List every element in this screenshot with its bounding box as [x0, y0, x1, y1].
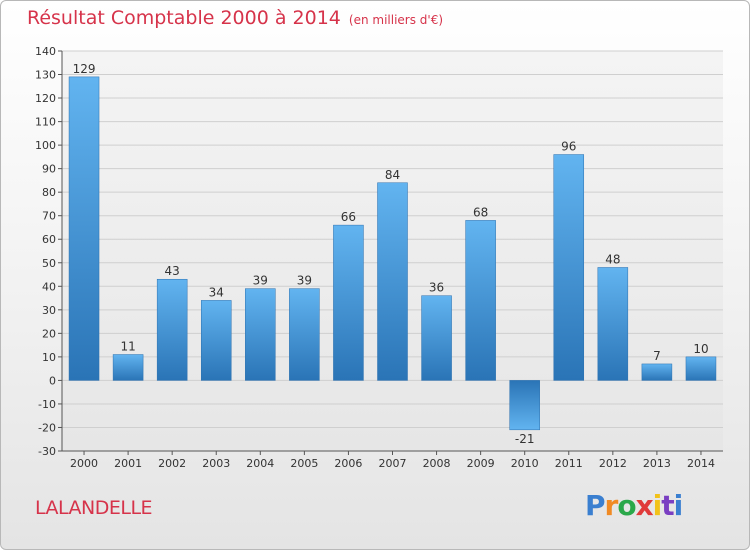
y-tick-label: 30	[42, 304, 56, 317]
bar-2005	[289, 288, 320, 381]
x-tick-label: 2013	[643, 457, 671, 470]
bar-2007	[377, 182, 408, 381]
value-label-2003: 34	[209, 285, 224, 299]
bar-2004	[245, 288, 276, 381]
bar-2012	[597, 267, 629, 381]
value-label-2012: 48	[605, 252, 620, 266]
y-tick-label: 70	[42, 210, 56, 223]
x-tick-label: 2004	[246, 457, 274, 470]
y-tick-label: 0	[49, 374, 56, 387]
x-tick-label: 2007	[379, 457, 407, 470]
proxiti-logo: Proxiti	[585, 489, 684, 522]
y-tick-label: 60	[42, 233, 56, 246]
value-label-2000: 129	[73, 62, 96, 76]
bar-2009	[465, 220, 496, 381]
value-label-2005: 39	[297, 274, 312, 288]
bar-2010	[509, 380, 540, 431]
chart-unit: (en milliers d'€)	[348, 13, 444, 27]
value-label-2013: 7	[653, 349, 661, 363]
bar-2003	[200, 300, 232, 381]
value-label-2011: 96	[561, 140, 576, 154]
value-label-2007: 84	[385, 168, 400, 182]
y-tick-label: 130	[35, 69, 56, 82]
chart-title-text: Résultat Comptable 2000 à 2014	[27, 7, 341, 29]
y-tick-label: 100	[35, 139, 56, 152]
logo-letter: P	[585, 489, 606, 522]
logo-letter: x	[635, 489, 654, 522]
y-tick-label: 50	[42, 257, 56, 270]
bar-2000	[68, 76, 100, 381]
bar-2006	[333, 224, 364, 381]
y-tick-label: -30	[38, 445, 56, 458]
chart-title: Résultat Comptable 2000 à 2014 (en millie…	[27, 7, 443, 29]
value-label-2009: 68	[473, 205, 488, 219]
bar-2001	[112, 354, 144, 381]
value-label-2010: -21	[515, 432, 535, 446]
x-tick-label: 2011	[555, 457, 583, 470]
value-label-2014: 10	[693, 342, 708, 356]
x-tick-label: 2006	[334, 457, 362, 470]
y-tick-label: 110	[35, 116, 56, 129]
y-tick-label: -10	[38, 398, 56, 411]
y-tick-label: 140	[35, 45, 56, 58]
x-tick-label: 2010	[511, 457, 539, 470]
logo-letter: o	[617, 489, 636, 522]
x-tick-label: 2003	[202, 457, 230, 470]
x-tick-label: 2005	[290, 457, 318, 470]
bar-2002	[156, 278, 188, 381]
y-tick-label: -20	[38, 421, 56, 434]
x-tick-label: 2012	[599, 457, 627, 470]
value-label-2001: 11	[120, 340, 135, 354]
bar-2008	[421, 295, 452, 381]
x-tick-label: 2001	[114, 457, 142, 470]
x-tick-label: 2008	[423, 457, 451, 470]
y-tick-label: 120	[35, 92, 56, 105]
value-label-2006: 66	[341, 210, 356, 224]
logo-letter: t	[661, 489, 674, 522]
logo-letter: i	[673, 489, 684, 522]
y-tick-label: 90	[42, 163, 56, 176]
bar-2014	[685, 356, 717, 381]
value-label-2008: 36	[429, 281, 444, 295]
value-label-2004: 39	[253, 274, 268, 288]
y-tick-label: 80	[42, 186, 56, 199]
y-tick-label: 10	[42, 351, 56, 364]
y-tick-label: 40	[42, 280, 56, 293]
value-label-2002: 43	[165, 264, 180, 278]
x-tick-label: 2014	[687, 457, 715, 470]
x-tick-label: 2000	[70, 457, 98, 470]
y-tick-label: 20	[42, 327, 56, 340]
x-tick-label: 2009	[467, 457, 495, 470]
bar-2013	[641, 363, 673, 381]
commune-name: LALANDELLE	[35, 497, 153, 519]
logo-letter: r	[604, 489, 619, 522]
x-tick-label: 2002	[158, 457, 186, 470]
bar-2011	[553, 154, 585, 381]
logo-letter: i	[652, 489, 663, 522]
